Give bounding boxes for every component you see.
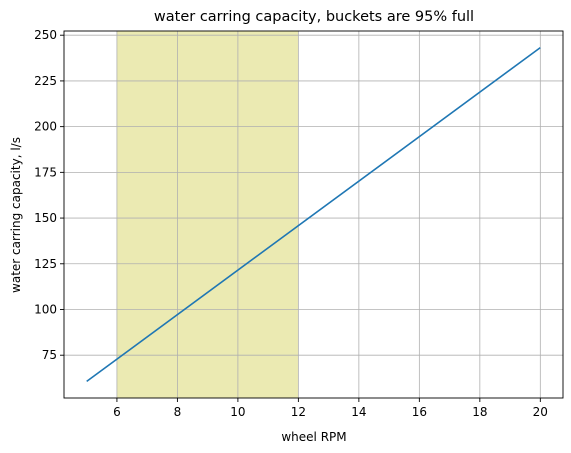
series-layer bbox=[86, 46, 541, 383]
x-tick-label: 18 bbox=[472, 405, 487, 419]
series-line bbox=[86, 46, 541, 383]
grid-layer bbox=[64, 31, 563, 398]
y-tick-label: 250 bbox=[34, 28, 57, 42]
shaded-region bbox=[116, 31, 299, 398]
x-tick-label: 16 bbox=[412, 405, 427, 419]
chart-title: water carring capacity, buckets are 95% … bbox=[154, 9, 474, 25]
y-tick-label: 125 bbox=[34, 257, 57, 271]
y-tick-label: 75 bbox=[42, 348, 57, 362]
y-tick-label: 150 bbox=[34, 211, 57, 225]
x-tick-label: 8 bbox=[174, 405, 182, 419]
y-tick-label: 225 bbox=[34, 74, 57, 88]
tick-layer: 6 8 10 12 14 16 18 20 75 100 125 150 175 200 225 250 bbox=[34, 28, 548, 419]
y-tick-label: 175 bbox=[34, 165, 57, 179]
x-tick-label: 10 bbox=[230, 405, 245, 419]
y-tick-label: 200 bbox=[34, 120, 57, 134]
x-tick-label: 20 bbox=[533, 405, 548, 419]
x-tick-label: 12 bbox=[291, 405, 306, 419]
y-tick-label: 100 bbox=[34, 302, 57, 316]
x-tick-label: 14 bbox=[351, 405, 366, 419]
x-axis-label: wheel RPM bbox=[281, 430, 346, 444]
shaded-region-layer bbox=[116, 31, 299, 398]
y-axis-label: water carring capacity, l/s bbox=[9, 137, 23, 293]
plot-frame bbox=[63, 30, 564, 399]
x-tick-label: 6 bbox=[113, 405, 121, 419]
